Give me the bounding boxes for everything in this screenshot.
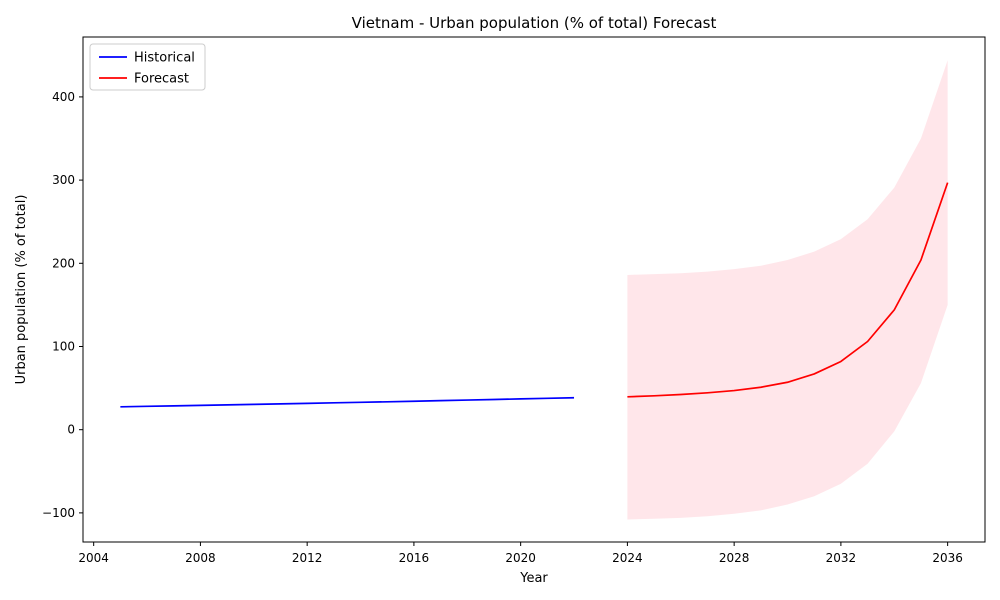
x-tick-label: 2020 [505,551,536,565]
y-axis-label: Urban population (% of total) [14,195,29,385]
y-tick-label: 300 [52,173,75,187]
y-tick-label: 0 [67,423,75,437]
x-tick-label: 2004 [78,551,109,565]
legend-label-historical: Historical [134,51,195,66]
legend-label-forecast: Forecast [134,72,189,87]
plot-frame [82,36,986,543]
y-tick-label: 100 [52,339,75,353]
y-tick-label: 400 [52,90,75,104]
x-tick-label: 2016 [399,551,430,565]
confidence-band-layer [627,60,948,520]
x-tick-label: 2012 [292,551,323,565]
y-tick-label: 200 [52,256,75,270]
x-tick-label: 2032 [826,551,857,565]
confidence-band [627,60,948,520]
x-tick-label: 2024 [612,551,643,565]
x-tick-label: 2036 [932,551,963,565]
x-tick-label: 2028 [719,551,750,565]
series-historical [120,396,575,408]
x-tick-label: 2008 [185,551,216,565]
y-axis-ticks: −100 0 100 200 300 400 [42,90,83,520]
legend: Historical Forecast [89,43,206,91]
series-layer [120,182,949,408]
series-forecast [627,182,949,398]
historical-line [120,396,575,408]
x-axis-label: Year [519,571,548,586]
y-tick-label: −100 [42,506,75,520]
chart-title: Vietnam - Urban population (% of total) … [352,14,717,32]
x-axis-ticks: 2004 2008 2012 2016 2020 2024 2028 2032 2036 [78,542,963,565]
